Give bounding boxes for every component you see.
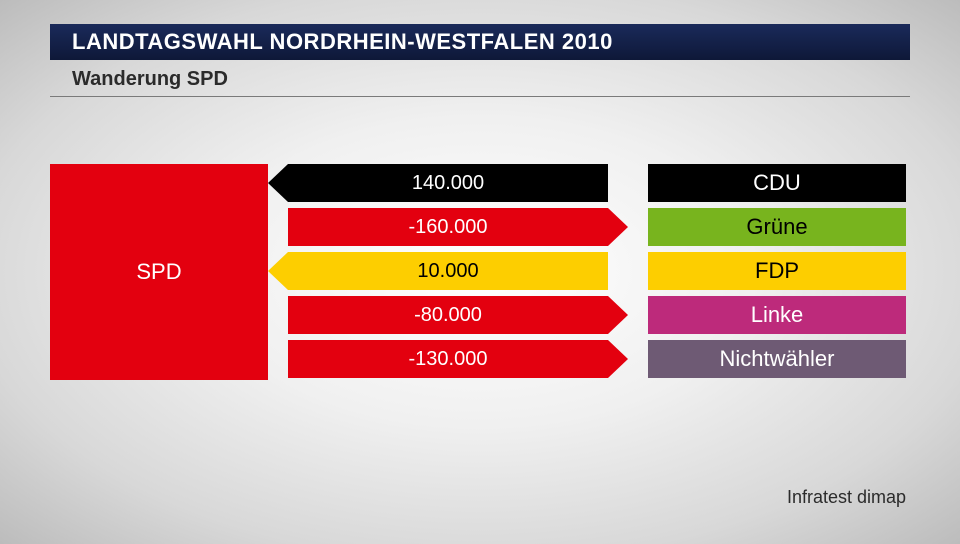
header-title-bar: LANDTAGSWAHL NORDRHEIN-WESTFALEN 2010	[50, 24, 910, 60]
arrow-head-icon	[608, 340, 628, 378]
flow-arrow-body: -130.000	[288, 340, 608, 378]
arrow-head-icon	[608, 296, 628, 334]
header-subtitle-text: Wanderung SPD	[72, 68, 228, 91]
flow-arrow-body: -160.000	[288, 208, 608, 246]
origin-party-label: SPD	[136, 259, 181, 285]
party-label-box-fdp: FDP	[648, 252, 906, 290]
flow-value-text: -80.000	[414, 304, 482, 327]
origin-party-block: SPD	[50, 164, 268, 380]
flow-arrow-body: 10.000	[288, 252, 608, 290]
flow-row-cdu: 140.000 CDU	[288, 164, 906, 202]
flow-row-linke: -80.000 Linke	[288, 296, 906, 334]
party-label-text: Nichtwähler	[720, 346, 835, 372]
flow-arrow-body: 140.000	[288, 164, 608, 202]
party-label-box-cdu: CDU	[648, 164, 906, 202]
header-divider	[50, 96, 910, 97]
flow-value-text: 10.000	[417, 260, 478, 283]
arrow-head-icon	[608, 208, 628, 246]
party-label-text: Linke	[751, 302, 804, 328]
arrow-head-icon	[268, 252, 288, 290]
header-title-text: LANDTAGSWAHL NORDRHEIN-WESTFALEN 2010	[72, 29, 613, 55]
party-label-text: FDP	[755, 258, 799, 284]
flow-row-gruene: -160.000 Grüne	[288, 208, 906, 246]
party-label-text: Grüne	[746, 214, 807, 240]
flow-value-text: -130.000	[409, 348, 488, 371]
flow-row-nichtwaehler: -130.000 Nichtwähler	[288, 340, 906, 378]
flow-value-text: 140.000	[412, 172, 484, 195]
party-label-box-gruene: Grüne	[648, 208, 906, 246]
flow-value-text: -160.000	[409, 216, 488, 239]
arrow-head-icon	[268, 164, 288, 202]
header-subtitle-row: Wanderung SPD	[50, 62, 910, 96]
party-label-text: CDU	[753, 170, 801, 196]
source-label-text: Infratest dimap	[787, 487, 906, 507]
flow-arrow-body: -80.000	[288, 296, 608, 334]
party-label-box-nichtwaehler: Nichtwähler	[648, 340, 906, 378]
party-label-box-linke: Linke	[648, 296, 906, 334]
source-label: Infratest dimap	[787, 487, 906, 508]
flow-row-fdp: 10.000 FDP	[288, 252, 906, 290]
